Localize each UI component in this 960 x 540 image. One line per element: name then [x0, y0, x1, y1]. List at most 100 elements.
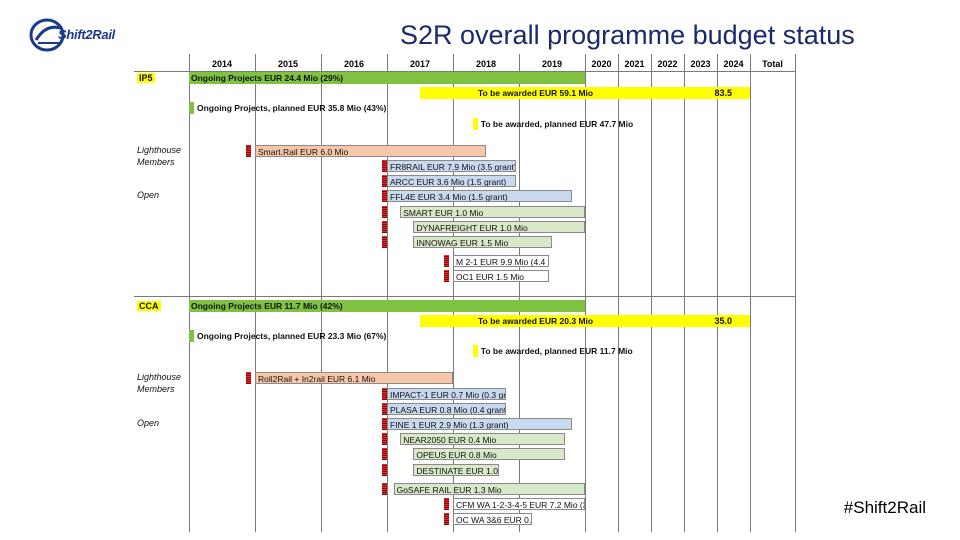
project-bar-label: CFM WA 1-2-3-4-5 EUR 7.2 Mio (3.2 grant) [456, 500, 584, 510]
project-bar: Roll2Rail + In2rail EUR 6.1 Mio [255, 372, 453, 385]
start-marker [246, 144, 252, 157]
project-bar: ARCC EUR 3.6 Mio (1.5 grant) [387, 175, 516, 188]
category-label: Open [137, 418, 160, 428]
start-marker [381, 387, 387, 400]
project-bar: Smart.Rail EUR 6.0 Mio [255, 144, 486, 157]
gantt-chart: 2014 2015 2016 2017 2018 2019 2020 2021 2022 2023… [134, 54, 810, 532]
project-bar-label: FINE 1 EUR 2.9 Mio (1.3 grant) [390, 420, 509, 430]
project-bar: To be awarded EUR 59.1 Mio 83.5 [420, 87, 750, 100]
project-bar: OC1 EUR 1.5 Mio [453, 270, 549, 283]
project-bar: FFL4E EUR 3.4 Mio (1.5 grant) [387, 190, 572, 203]
start-marker [381, 482, 387, 495]
project-bar-label: To be awarded EUR 20.3 Mio [478, 315, 594, 326]
project-bar-label: INNOWAG EUR 1.5 Mio [416, 238, 509, 248]
project-bar: FINE 1 EUR 2.9 Mio (1.3 grant) [387, 418, 572, 430]
project-bar-label: Roll2Rail + In2rail EUR 6.1 Mio [258, 374, 376, 385]
project-bar: Ongoing Projects EUR 24.4 Mio (29%) [189, 72, 585, 84]
project-bar: NEAR2050 EUR 0.4 Mio [400, 433, 566, 446]
start-marker [381, 220, 387, 233]
category-label: Lighthouse [137, 372, 182, 383]
category-label: Open [137, 190, 160, 201]
year-gridline [321, 54, 322, 532]
project-bar-label: FFL4E EUR 3.4 Mio (1.5 grant) [390, 192, 508, 203]
year-gridline [684, 54, 685, 532]
year-gridline [750, 54, 751, 532]
project-bar: IMPACT-1 EUR 0.7 Mio (0.3 grant) [387, 387, 506, 400]
year-gridline [387, 54, 388, 532]
year-label: 2015 [277, 59, 299, 69]
start-marker [381, 175, 387, 188]
project-bar-label: OC WA 3&6 EUR 0.7 Mio [456, 515, 532, 526]
year-gridline [795, 54, 796, 532]
start-marker [381, 205, 387, 218]
project-bar-label: PLASA EUR 0.8 Mio (0.4 grant) [390, 404, 506, 415]
project-bar: DYNAFREIGHT EUR 1.0 Mio [413, 220, 585, 233]
project-bar: PLASA EUR 0.8 Mio (0.4 grant) [387, 402, 506, 415]
year-gridline [453, 54, 454, 532]
planned-marker [472, 117, 478, 130]
group-total: 35.0 [714, 315, 732, 326]
project-bar-label: FR8RAIL EUR 7.9 Mio (3.5 grant) [390, 162, 516, 172]
start-marker [381, 236, 387, 248]
project-bar-label: ARCC EUR 3.6 Mio (1.5 grant) [390, 177, 507, 188]
group-total: 83.5 [714, 88, 732, 99]
project-bar-label: Ongoing Projects EUR 11.7 Mio (42%) [191, 300, 343, 311]
project-bar-label: M 2-1 EUR 9.9 Mio (4.4 grant) [456, 257, 548, 268]
planned-marker [472, 345, 478, 358]
year-gridline [189, 54, 190, 532]
start-marker [381, 433, 387, 446]
category-label: Members [137, 156, 175, 167]
project-bar: DESTINATE EUR 1.0 Mio [413, 463, 500, 476]
project-bar-label: NEAR2050 EUR 0.4 Mio [403, 435, 497, 446]
start-marker [444, 498, 450, 510]
start-marker [246, 372, 252, 385]
planned-marker [189, 102, 194, 115]
group-separator [134, 295, 795, 297]
project-bar-label: To be awarded EUR 59.1 Mio [478, 88, 594, 99]
year-gridline [585, 54, 586, 532]
year-label: 2022 [657, 59, 678, 69]
start-marker [381, 402, 387, 415]
start-marker [381, 448, 387, 461]
project-bar: FR8RAIL EUR 7.9 Mio (3.5 grant) [387, 160, 516, 172]
year-gridline [717, 54, 718, 532]
project-bar: SMART EUR 1.0 Mio [400, 205, 585, 218]
start-marker [381, 160, 387, 172]
planned-label: Ongoing Projects, planned EUR 23.3 Mio (… [197, 331, 387, 341]
project-bar-label: Ongoing Projects EUR 24.4 Mio (29%) [191, 73, 344, 83]
project-bar-label: Smart.Rail EUR 6.0 Mio [258, 146, 349, 157]
start-marker [444, 255, 450, 268]
project-bar: M 2-1 EUR 9.9 Mio (4.4 grant) [453, 255, 549, 268]
project-bar: OC WA 3&6 EUR 0.7 Mio [453, 513, 533, 526]
project-bar-label: DYNAFREIGHT EUR 1.0 Mio [416, 222, 528, 233]
project-bar: OPEUS EUR 0.8 Mio [413, 448, 566, 461]
year-gridline [519, 54, 520, 532]
year-label: 2018 [475, 59, 497, 69]
year-label: 2020 [591, 59, 612, 69]
project-bar: GoSAFE RAIL EUR 1.3 Mio [393, 482, 585, 495]
start-marker [381, 190, 387, 203]
page-title: S2R overall programme budget status [400, 20, 855, 50]
group-label: CCA [137, 300, 161, 311]
year-gridline [255, 54, 256, 532]
category-label: Lighthouse [137, 144, 182, 155]
project-bar: INNOWAG EUR 1.5 Mio [413, 236, 552, 248]
planned-marker [189, 330, 194, 342]
year-label: 2014 [211, 59, 233, 69]
year-gridline [651, 54, 652, 532]
category-label: Members [137, 384, 175, 395]
header-rule [134, 71, 795, 72]
project-bar-label: OC1 EUR 1.5 Mio [456, 272, 525, 283]
year-label: 2017 [409, 59, 431, 69]
project-bar: CFM WA 1-2-3-4-5 EUR 7.2 Mio (3.2 grant) [453, 498, 585, 510]
year-label: 2021 [624, 59, 645, 69]
hashtag: #Shift2Rail [843, 498, 926, 517]
planned-label: To be awarded, planned EUR 11.7 Mio [480, 346, 633, 357]
year-label: 2019 [541, 59, 563, 69]
project-bar-label: IMPACT-1 EUR 0.7 Mio (0.3 grant) [390, 389, 506, 400]
start-marker [444, 513, 450, 526]
project-bar: To be awarded EUR 20.3 Mio 35.0 [420, 314, 750, 327]
project-bar-label: OPEUS EUR 0.8 Mio [416, 450, 497, 461]
year-label: 2024 [723, 59, 744, 69]
shift2rail-logo-icon [29, 18, 65, 52]
